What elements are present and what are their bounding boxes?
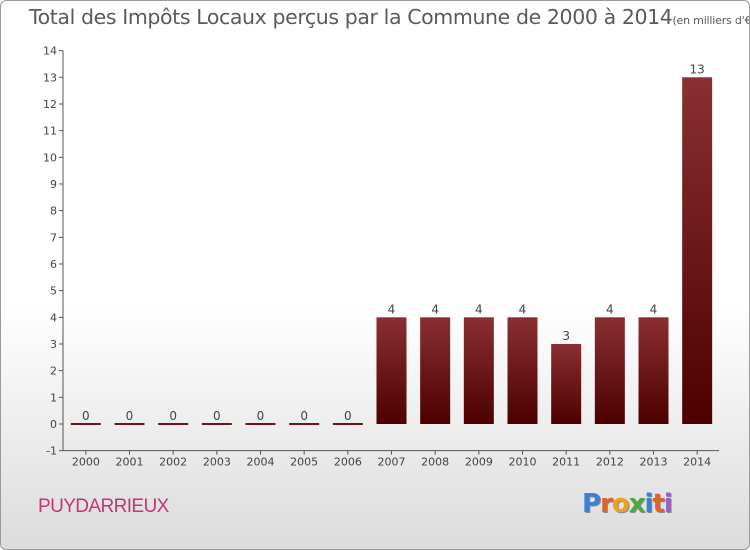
bar xyxy=(332,423,363,425)
bar-data-label: 4 xyxy=(388,302,396,316)
x-tick-label: 2005 xyxy=(290,456,318,469)
bar xyxy=(201,423,232,425)
bar xyxy=(245,423,276,425)
x-tick-label: 2003 xyxy=(203,456,231,469)
commune-name: PUYDARRIEUX xyxy=(38,496,169,517)
logo-letter: t xyxy=(652,489,664,519)
bar-data-label: 0 xyxy=(82,409,90,423)
logo-letter: o xyxy=(611,489,630,519)
chart-data-labels: 0 0 0 0 0 0 0 4 4 4 4 3 4 4 13 xyxy=(82,62,705,423)
y-tick-label: -1 xyxy=(46,445,57,458)
x-tick-label: 2010 xyxy=(509,456,537,469)
x-tick-label: 2014 xyxy=(683,456,711,469)
y-tick-label: 3 xyxy=(50,338,57,351)
bar-data-label: 0 xyxy=(300,409,308,423)
y-tick-label: 13 xyxy=(43,71,57,84)
x-tick-label: 2011 xyxy=(552,456,580,469)
bar xyxy=(158,423,189,425)
bar-data-label: 4 xyxy=(431,302,439,316)
y-tick-label: 12 xyxy=(43,98,57,111)
chart-title: Total des Impôts Locaux perçus par la Co… xyxy=(29,5,750,29)
x-tick-label: 2009 xyxy=(465,456,493,469)
y-tick-label: 10 xyxy=(43,151,57,164)
x-tick-label: 2013 xyxy=(640,456,668,469)
x-tick-label: 2002 xyxy=(159,456,187,469)
logo-letter: x xyxy=(628,489,646,519)
bar xyxy=(376,317,407,424)
bar-data-label: 4 xyxy=(519,302,527,316)
y-tick-label: 4 xyxy=(50,311,57,324)
x-tick-label: 2012 xyxy=(596,456,624,469)
bar xyxy=(594,317,625,424)
bar-data-label: 13 xyxy=(690,62,705,76)
y-tick-label: 11 xyxy=(43,125,57,138)
bar-data-label: 0 xyxy=(126,409,134,423)
x-tick-label: 2007 xyxy=(378,456,406,469)
bar xyxy=(638,317,669,424)
logo-letter: r xyxy=(600,489,613,519)
bar xyxy=(420,317,451,424)
chart-title-main: Total des Impôts Locaux perçus par la Co… xyxy=(29,5,673,29)
chart-title-unit: (en milliers d'€) xyxy=(672,14,750,27)
bar-data-label: 0 xyxy=(257,409,265,423)
y-tick-label: 2 xyxy=(50,365,57,378)
proxiti-logo: Proxiti xyxy=(582,489,673,519)
bar xyxy=(289,423,320,425)
y-tick-label: 7 xyxy=(50,231,57,244)
x-tick-label: 2006 xyxy=(334,456,362,469)
bar-data-label: 4 xyxy=(606,302,614,316)
chart-bars xyxy=(70,77,713,425)
bar-data-label: 4 xyxy=(475,302,483,316)
bar xyxy=(114,423,145,425)
y-tick-label: 0 xyxy=(50,418,57,431)
x-tick-label: 2001 xyxy=(116,456,144,469)
logo-letter: i xyxy=(644,489,654,519)
x-tick-label: 2000 xyxy=(72,456,100,469)
bar xyxy=(70,423,101,425)
y-tick-label: 9 xyxy=(50,178,57,191)
y-tick-label: 1 xyxy=(50,391,57,404)
bar-data-label: 3 xyxy=(562,329,570,343)
bar xyxy=(463,317,494,424)
bar-data-label: 0 xyxy=(213,409,221,423)
x-tick-label: 2008 xyxy=(421,456,449,469)
y-tick-label: 8 xyxy=(50,205,57,218)
bar xyxy=(507,317,538,424)
logo-letter: P xyxy=(582,489,601,519)
y-tick-label: 5 xyxy=(50,285,57,298)
bar-data-label: 0 xyxy=(344,409,352,423)
bar xyxy=(551,343,582,424)
y-tick-label: 14 xyxy=(43,45,57,58)
bar-data-label: 0 xyxy=(169,409,177,423)
logo-letter: i xyxy=(663,489,673,519)
y-tick-label: 6 xyxy=(50,258,57,271)
x-tick-label: 2004 xyxy=(247,456,275,469)
bar xyxy=(682,77,713,424)
bar-data-label: 4 xyxy=(650,302,658,316)
